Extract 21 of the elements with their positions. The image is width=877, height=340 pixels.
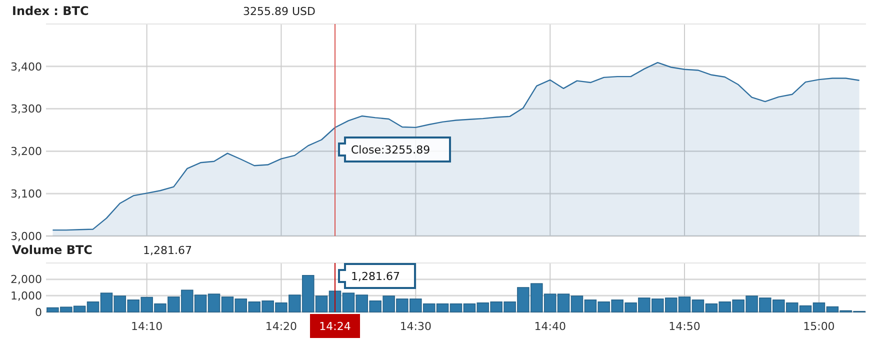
x-tick-label: 14:30 <box>400 320 432 333</box>
x-tick-label: 15:00 <box>803 320 835 333</box>
y-tick-label: 3,400 <box>10 60 42 74</box>
chart-title: Index : BTC <box>12 4 89 18</box>
y-tick-label: 3,100 <box>10 187 42 200</box>
annotation: Close:3255.89 <box>351 144 430 157</box>
ref-line-label: 14:24 <box>319 320 351 333</box>
chart-subtitle: 1,281.67 <box>143 244 192 257</box>
chart-subtitle: 3255.89 USD <box>243 5 316 18</box>
y-tick-label: 3,200 <box>10 145 42 158</box>
y-tick-label: 3,000 <box>10 230 42 243</box>
y-tick-label: 1,000 <box>10 290 42 303</box>
x-tick-label: 14:40 <box>534 320 566 333</box>
y-tick-label: 2,000 <box>10 273 42 286</box>
x-tick-label: 14:10 <box>130 320 163 333</box>
y-tick-label: 0 <box>35 306 42 319</box>
x-tick-label: 14:20 <box>265 320 298 333</box>
y-tick-label: 3,300 <box>10 102 42 116</box>
chart-title: Volume BTC <box>12 243 93 257</box>
annotation: 1,281.67 <box>351 270 400 283</box>
x-tick-label: 14:50 <box>668 320 700 333</box>
